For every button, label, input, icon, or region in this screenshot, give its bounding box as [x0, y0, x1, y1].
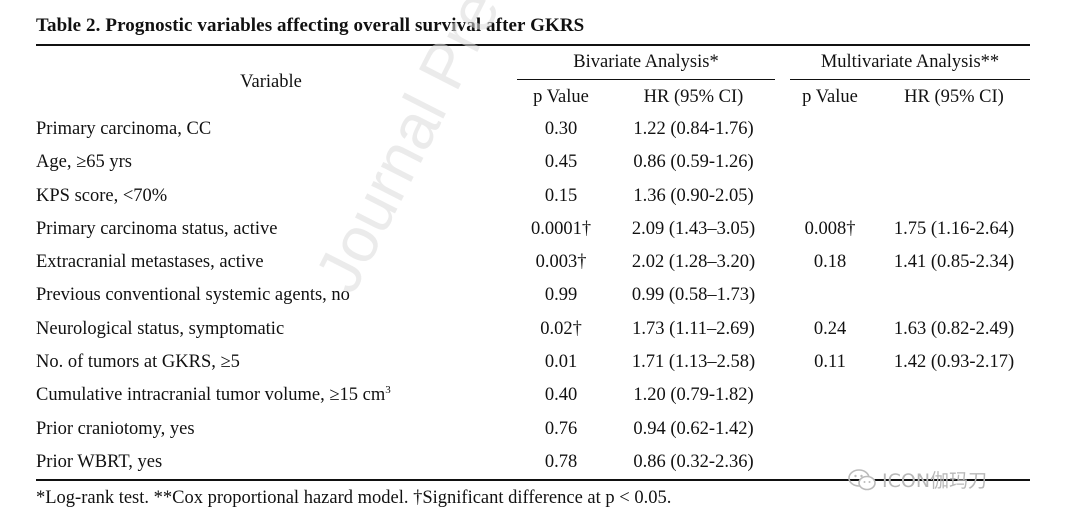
top-rule — [36, 44, 1030, 46]
variable-cell: Neurological status, symptomatic — [36, 318, 285, 339]
biv-hr-cell: 1.71 (1.13–2.58) — [631, 352, 756, 373]
header-biv-p-value: p Value — [533, 87, 589, 107]
biv-p-cell: 0.0001† — [530, 218, 592, 239]
multi-hr-cell: 1.42 (0.93-2.17) — [893, 352, 1015, 373]
multi-hr-cell: 1.41 (0.85-2.34) — [893, 252, 1015, 273]
table-row: Prior WBRT, yes 0.78 0.86 (0.32-2.36) — [36, 448, 1030, 481]
variable-cell: Extracranial metastases, active — [36, 252, 264, 273]
variable-cell: Primary carcinoma status, active — [36, 218, 278, 239]
biv-hr-cell: 0.94 (0.62-1.42) — [633, 418, 754, 439]
header-multi-hr: HR (95% CI) — [904, 87, 1004, 107]
bottom-rule — [36, 479, 1030, 481]
biv-p-cell: 0.30 — [544, 119, 578, 139]
superscript-3: 3 — [385, 384, 391, 397]
multivariate-underline — [790, 79, 1030, 80]
biv-hr-cell: 0.99 (0.58–1.73) — [631, 285, 756, 306]
multi-p-cell: 0.11 — [814, 352, 846, 373]
table-row: Extracranial metastases, active 0.003† 2… — [36, 248, 1030, 281]
biv-hr-cell: 2.02 (1.28–3.20) — [631, 252, 756, 273]
variable-cell: Age, ≥65 yrs — [36, 152, 132, 173]
variable-cell: Primary carcinoma, CC — [36, 119, 212, 139]
variable-cell: Previous conventional systemic agents, n… — [36, 285, 350, 306]
biv-p-cell: 0.40 — [544, 385, 578, 406]
header-bivariate: Bivariate Analysis* — [573, 52, 719, 72]
biv-hr-cell: 1.20 (0.79-1.82) — [633, 385, 754, 406]
biv-p-cell: 0.45 — [544, 152, 578, 173]
biv-p-cell: 0.78 — [544, 451, 578, 472]
wechat-label: ICON伽玛刀 — [882, 470, 988, 492]
multi-hr-cell: 1.63 (0.82-2.49) — [893, 318, 1015, 339]
table-row: Primary carcinoma, CC 0.30 1.22 (0.84-1.… — [36, 115, 1030, 148]
variable-cell: Prior craniotomy, yes — [36, 418, 195, 439]
table-row: Previous conventional systemic agents, n… — [36, 281, 1030, 314]
biv-hr-cell: 1.22 (0.84-1.76) — [633, 119, 754, 139]
table-row: KPS score, <70% 0.15 1.36 (0.90-2.05) — [36, 182, 1030, 215]
multi-p-cell: 0.18 — [813, 252, 847, 273]
table-row: Neurological status, symptomatic 0.02† 1… — [36, 315, 1030, 348]
variable-cell: Prior WBRT, yes — [36, 451, 163, 472]
table-row: Prior craniotomy, yes 0.76 0.94 (0.62-1.… — [36, 415, 1030, 448]
wechat-watermark: ICON伽玛刀 — [848, 466, 987, 493]
multi-p-cell: 0.24 — [813, 318, 847, 339]
header-variable: Variable — [240, 72, 302, 92]
biv-p-cell: 0.99 — [544, 285, 578, 306]
table-row: Primary carcinoma status, active 0.0001†… — [36, 215, 1030, 248]
biv-hr-cell: 1.36 (0.90-2.05) — [633, 185, 754, 206]
biv-p-cell: 0.15 — [544, 185, 578, 206]
biv-hr-cell: 1.73 (1.11–2.69) — [632, 318, 755, 339]
biv-hr-cell: 2.09 (1.43–3.05) — [631, 218, 756, 239]
bivariate-underline — [517, 79, 775, 80]
multi-p-cell: 0.008† — [804, 218, 856, 239]
biv-p-cell: 0.02† — [540, 318, 582, 339]
biv-hr-cell: 0.86 (0.59-1.26) — [633, 152, 754, 173]
variable-cell: Cumulative intracranial tumor volume, ≥1… — [36, 385, 391, 406]
biv-hr-cell: 0.86 (0.32-2.36) — [633, 451, 754, 472]
biv-p-cell: 0.76 — [544, 418, 578, 439]
table-row: No. of tumors at GKRS, ≥5 0.01 1.71 (1.1… — [36, 348, 1030, 381]
biv-p-cell: 0.003† — [535, 252, 587, 273]
table-body: Primary carcinoma, CC 0.30 1.22 (0.84-1.… — [36, 115, 1030, 481]
header-biv-hr: HR (95% CI) — [643, 87, 744, 107]
table-title: Table 2. Prognostic variables affecting … — [36, 15, 585, 36]
multi-hr-cell: 1.75 (1.16-2.64) — [893, 218, 1015, 239]
header-multivariate: Multivariate Analysis** — [820, 52, 1000, 72]
variable-cell: No. of tumors at GKRS, ≥5 — [36, 352, 240, 373]
wechat-icon — [848, 468, 876, 490]
table-row: Age, ≥65 yrs 0.45 0.86 (0.59-1.26) — [36, 148, 1030, 181]
header-multi-p-value: p Value — [802, 87, 858, 107]
table-footnote: *Log-rank test. **Cox proportional hazar… — [36, 488, 672, 508]
variable-cell: KPS score, <70% — [36, 185, 168, 206]
table-row: Cumulative intracranial tumor volume, ≥1… — [36, 381, 1030, 414]
biv-p-cell: 0.01 — [544, 352, 578, 373]
variable-text: Cumulative intracranial tumor volume, ≥1… — [36, 385, 386, 406]
